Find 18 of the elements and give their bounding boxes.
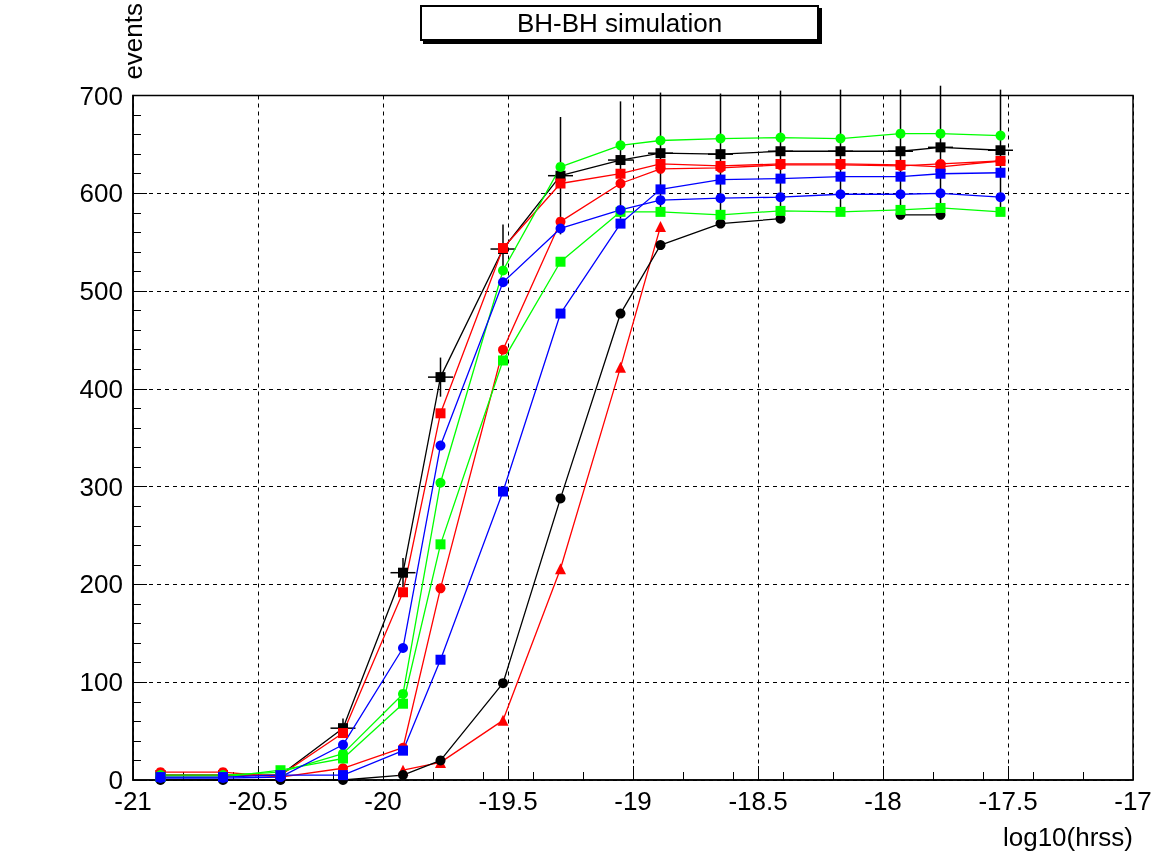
x-tick-label: -17 [1114, 786, 1152, 816]
x-tick-label: -19.5 [478, 786, 538, 816]
x-axis-title: log10(hrss) [1002, 822, 1133, 852]
y-tick-label: 400 [79, 373, 123, 404]
y-tick-label: 200 [79, 569, 123, 600]
x-tick-label: -18.5 [728, 786, 788, 816]
y-tick-label: 300 [79, 471, 123, 502]
x-tick-label: -18 [864, 786, 902, 816]
x-tick-label: -20.5 [228, 786, 288, 816]
x-tick-label: -20 [364, 786, 402, 816]
y-tick-label: 700 [79, 80, 123, 111]
x-tick-label: -17.5 [978, 786, 1038, 816]
y-tick-label: 600 [79, 178, 123, 209]
chart-title: BH-BH simulation [517, 8, 723, 38]
y-tick-label: 500 [79, 276, 123, 307]
x-tick-label: -19 [614, 786, 652, 816]
y-axis-title: events [118, 3, 148, 80]
y-tick-label: 100 [79, 667, 123, 698]
